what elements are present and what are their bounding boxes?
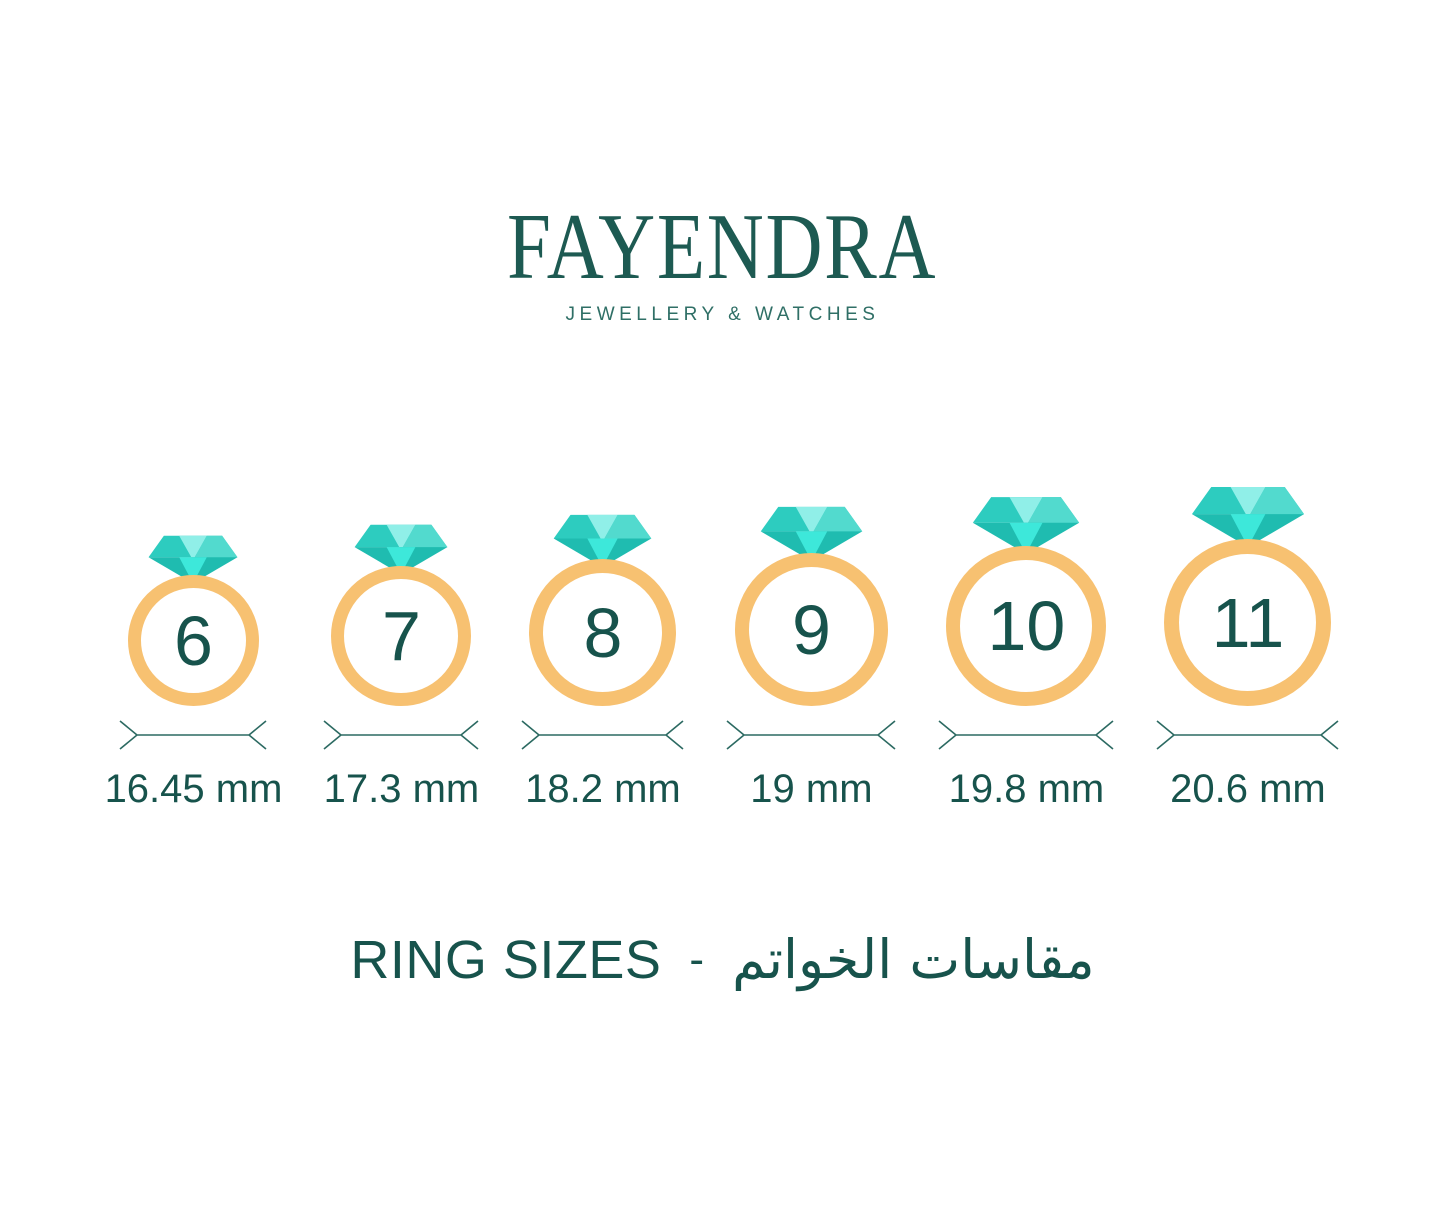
ring-size-item-9: 9 19 mm	[725, 505, 897, 812]
ring-band: 10	[946, 546, 1107, 706]
diameter-label: 18.2 mm	[525, 767, 681, 811]
ring-size-number: 11	[1211, 583, 1285, 662]
caption-arabic: مقاسات الخواتم	[732, 928, 1095, 991]
ring-size-number: 6	[174, 601, 213, 680]
ring-size-item-10: 10 19.8 mm	[937, 495, 1115, 812]
diamond-icon	[149, 535, 238, 584]
diamond-icon	[1191, 487, 1304, 547]
ring-band: 11	[1164, 539, 1332, 706]
ring-size-item-7: 7 17.3 mm	[322, 523, 480, 812]
diameter-label: 16.45 mm	[104, 767, 283, 811]
ring-band: 8	[529, 559, 677, 706]
ring-band: 9	[734, 553, 888, 706]
dimension-line	[1156, 720, 1339, 750]
ring-band: 6	[127, 575, 259, 706]
caption-separator: -	[689, 934, 705, 984]
diamond-icon	[554, 514, 652, 568]
dimension-line	[119, 720, 267, 750]
dimension-line	[521, 720, 684, 750]
ring-size-number: 7	[381, 597, 421, 675]
diamond-icon	[760, 506, 863, 562]
ring-size-number: 9	[791, 590, 831, 669]
ring-size-item-8: 8 18.2 mm	[520, 513, 685, 812]
dimension-line	[938, 720, 1114, 750]
diameter-label: 17.3 mm	[323, 767, 480, 811]
dimension-line	[726, 720, 896, 750]
brand-tagline: JEWELLERY & WATCHES	[565, 304, 880, 325]
diameter-label: 19.8 mm	[948, 767, 1105, 811]
caption-english: RING SIZES	[350, 929, 662, 990]
brand-header: FAYENDRA JEWELLERY & WATCHES	[0, 200, 1445, 326]
diamond-icon	[973, 497, 1080, 554]
ring-size-item-6: 6 16.45 mm	[104, 534, 283, 812]
diamond-icon	[355, 524, 448, 575]
chart-caption: RING SIZES - مقاسات الخواتم	[0, 928, 1445, 991]
ring-size-item-11: 11 20.6 mm	[1155, 485, 1340, 812]
diameter-label: 19 mm	[750, 767, 873, 811]
ring-size-number: 10	[987, 587, 1066, 665]
dimension-line	[323, 720, 479, 750]
ring-size-number: 8	[583, 593, 623, 672]
rings-row: 6 16.45 mm 7 17.3 mm	[104, 485, 1340, 812]
diameter-label: 20.6 mm	[1170, 767, 1326, 811]
brand-logo: FAYENDRA	[507, 195, 938, 299]
ring-band: 7	[331, 566, 472, 706]
